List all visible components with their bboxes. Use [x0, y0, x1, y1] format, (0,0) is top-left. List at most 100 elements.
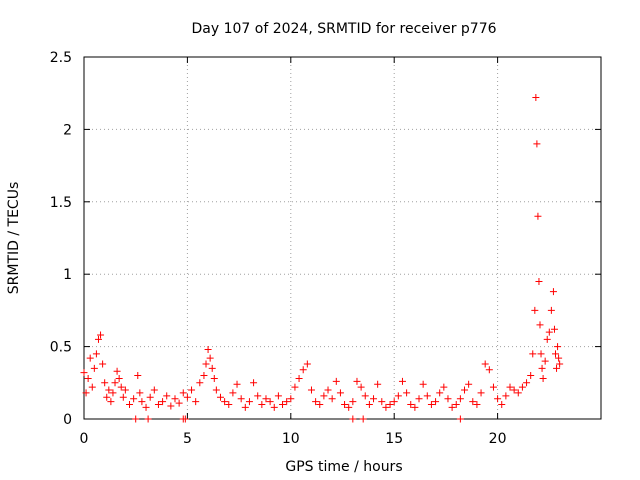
data-point [229, 389, 237, 397]
data-point [341, 401, 349, 409]
data-point [345, 403, 353, 411]
data-points [80, 94, 564, 423]
data-point [456, 395, 464, 403]
data-point [262, 395, 270, 403]
x-tick-label: 5 [183, 431, 192, 447]
x-tick-label: 10 [282, 431, 300, 447]
data-point [138, 398, 146, 406]
data-point [163, 392, 171, 400]
data-point [403, 389, 411, 397]
data-point [498, 401, 506, 409]
data-point [473, 401, 481, 409]
data-point [550, 325, 558, 333]
data-point [196, 379, 204, 387]
data-point [541, 357, 549, 365]
data-point [146, 393, 154, 401]
data-point [80, 369, 88, 377]
data-point [332, 377, 340, 385]
data-point [101, 379, 109, 387]
data-point [291, 383, 299, 391]
data-point [328, 395, 336, 403]
data-point [440, 383, 448, 391]
data-point [552, 350, 560, 358]
data-point [555, 354, 563, 362]
data-point [316, 401, 324, 409]
data-point [202, 360, 210, 368]
data-point [349, 398, 357, 406]
data-point [142, 403, 150, 411]
data-point [175, 399, 183, 407]
data-point [99, 360, 107, 368]
data-point [398, 377, 406, 385]
data-point [206, 354, 214, 362]
data-point [378, 398, 386, 406]
data-point [506, 383, 514, 391]
data-point [361, 392, 369, 400]
data-point [204, 345, 212, 353]
data-point [370, 395, 378, 403]
data-point [411, 403, 419, 411]
axis-ticks [83, 56, 601, 420]
data-point [270, 403, 278, 411]
data-point [221, 398, 229, 406]
data-point [208, 364, 216, 372]
y-tick-label: 0 [63, 412, 72, 428]
data-point [554, 343, 562, 351]
data-point [86, 354, 94, 362]
data-point [225, 401, 233, 409]
data-point [427, 401, 435, 409]
data-point [136, 389, 144, 397]
data-point [250, 379, 258, 387]
data-point [237, 395, 245, 403]
data-point [461, 386, 469, 394]
data-point [283, 398, 291, 406]
data-point [529, 350, 537, 358]
baseline-point [132, 415, 140, 423]
data-point [274, 392, 282, 400]
data-point [502, 392, 510, 400]
data-point [353, 377, 361, 385]
data-point [419, 380, 427, 388]
data-point [533, 140, 541, 148]
data-point [510, 386, 518, 394]
y-tick-label: 1.5 [50, 195, 72, 211]
chart-title: Day 107 of 2024, SRMTID for receiver p77… [191, 21, 496, 37]
data-point [538, 364, 546, 372]
x-tick-label: 15 [385, 431, 403, 447]
data-point [188, 386, 196, 394]
data-point [477, 389, 485, 397]
data-point [514, 389, 522, 397]
y-tick-label: 1 [63, 267, 72, 283]
x-tick-label: 20 [489, 431, 507, 447]
data-point [109, 389, 117, 397]
data-point [547, 306, 555, 314]
data-point [266, 398, 274, 406]
data-point [423, 392, 431, 400]
data-point [537, 350, 545, 358]
data-point [167, 402, 175, 410]
data-point [485, 366, 493, 374]
data-point [489, 383, 497, 391]
x-tick-label: 0 [80, 431, 89, 447]
x-axis-label: GPS time / hours [285, 459, 402, 475]
data-point [125, 401, 133, 409]
data-point [436, 389, 444, 397]
baseline-point [144, 415, 152, 423]
data-point [534, 212, 542, 220]
data-point [97, 331, 105, 339]
data-point [287, 395, 295, 403]
data-point [535, 277, 543, 285]
data-point [494, 395, 502, 403]
y-axis-label: SRMTID / TECUs [6, 182, 22, 295]
y-tick-label: 2 [63, 122, 72, 138]
data-point [216, 393, 224, 401]
data-point [241, 403, 249, 411]
data-point [88, 383, 96, 391]
data-point [92, 350, 100, 358]
data-point [543, 335, 551, 343]
data-point [469, 398, 477, 406]
grid-lines [84, 57, 601, 419]
data-point [390, 398, 398, 406]
data-point [307, 386, 315, 394]
baseline-point [359, 415, 367, 423]
